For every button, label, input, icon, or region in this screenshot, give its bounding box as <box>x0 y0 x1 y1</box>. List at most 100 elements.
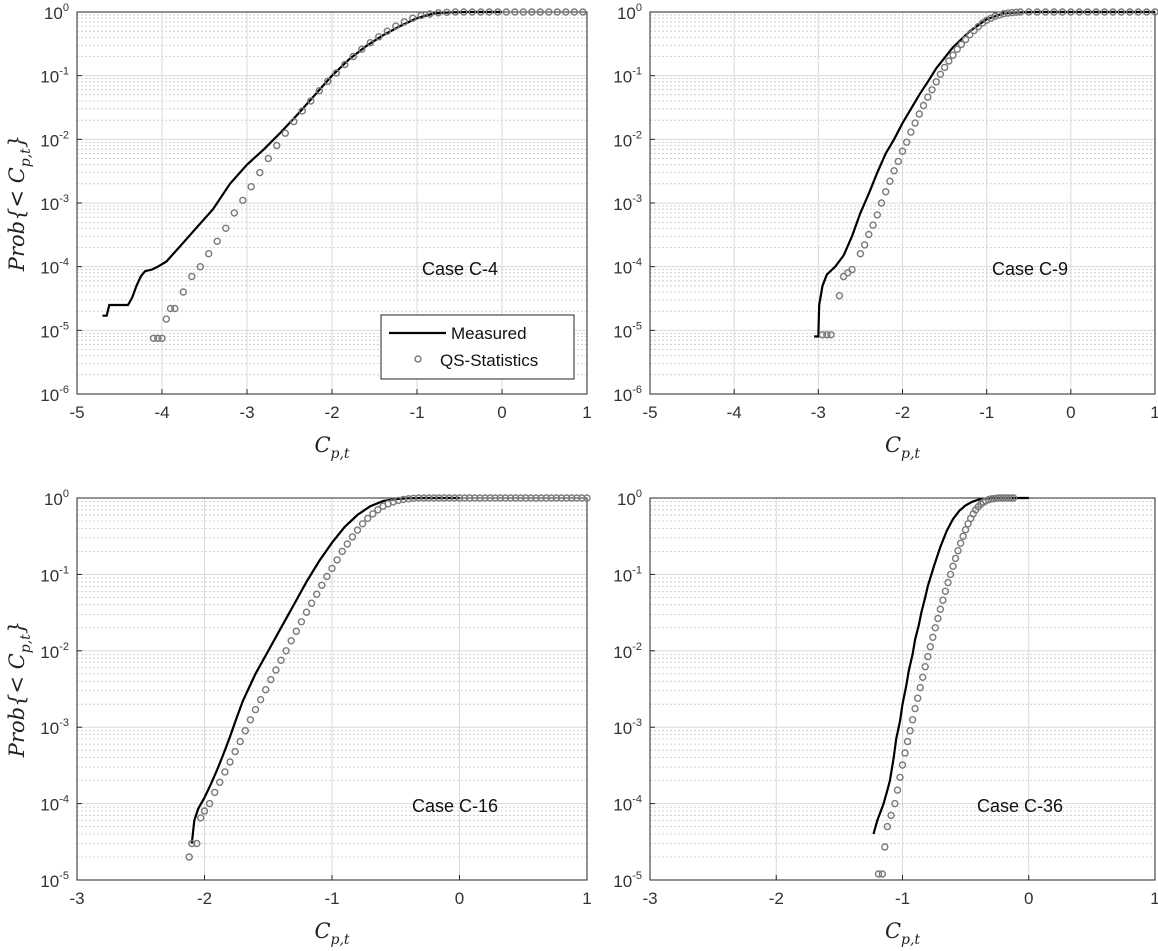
series-marker-qs-statistics <box>1004 9 1012 17</box>
case-annotation: Case C-4 <box>422 259 498 279</box>
series-marker-qs-statistics <box>919 673 927 681</box>
y-tick-label: 10-1 <box>613 564 642 585</box>
series-marker-qs-statistics <box>886 177 894 185</box>
series-marker-qs-statistics <box>287 637 295 645</box>
x-tick-label: 1 <box>1150 889 1158 908</box>
series-marker-qs-statistics <box>277 656 285 664</box>
series-marker-qs-statistics <box>193 839 201 848</box>
series-line-measured <box>190 496 460 844</box>
y-tick-label: 100 <box>617 488 642 509</box>
series-marker-qs-statistics <box>999 494 1008 502</box>
series-marker-qs-statistics <box>264 154 272 163</box>
series-marker-qs-statistics <box>297 618 306 626</box>
x-tick-label: 1 <box>582 889 591 908</box>
x-tick-label: -4 <box>727 403 742 422</box>
series-marker-qs-statistics <box>1009 494 1018 502</box>
series-marker-qs-statistics <box>430 494 438 502</box>
series-marker-qs-statistics <box>818 331 827 339</box>
series-marker-qs-statistics <box>517 494 525 502</box>
series-marker-qs-statistics <box>298 107 306 115</box>
series-marker-qs-statistics <box>532 494 540 502</box>
series-marker-qs-statistics <box>1008 8 1016 17</box>
x-tick-label: -1 <box>324 889 339 908</box>
y-tick-label: 10-3 <box>40 193 69 214</box>
series-marker-qs-statistics <box>511 494 520 502</box>
series-marker-qs-statistics <box>1067 8 1075 16</box>
series-marker-qs-statistics <box>878 870 886 878</box>
series-marker-qs-statistics <box>881 843 889 851</box>
case-annotation: Case C-16 <box>412 796 498 816</box>
series-marker-qs-statistics <box>519 8 527 16</box>
legend-box <box>380 314 575 380</box>
series-marker-qs-statistics <box>957 40 966 49</box>
y-tick-label: 10-4 <box>40 794 69 815</box>
series-marker-qs-statistics <box>375 33 383 41</box>
series-marker-qs-statistics <box>256 168 264 177</box>
series-marker-qs-statistics <box>425 494 433 502</box>
series-marker-qs-statistics <box>417 11 425 20</box>
series-marker-qs-statistics <box>945 57 953 65</box>
series-marker-qs-statistics <box>994 494 1003 502</box>
y-axis-label: Prob{< Cp,t} <box>5 135 34 272</box>
x-tick-label: -5 <box>642 403 657 422</box>
series-marker-qs-statistics <box>1002 494 1010 502</box>
series-marker-qs-statistics <box>1142 8 1151 16</box>
series-marker-qs-statistics <box>894 157 902 166</box>
y-tick-label: 10-6 <box>613 384 642 405</box>
series-marker-qs-statistics <box>445 494 453 502</box>
series-marker-qs-statistics <box>970 26 978 35</box>
plot-case-c9: -5 -4 -3 -2 -1 0 1 10-6 10-5 10-4 10-3 10-2 10-1 100 C… <box>613 2 1158 462</box>
series-marker-qs-statistics <box>883 822 892 831</box>
series-marker-qs-statistics <box>890 167 898 175</box>
x-tick-label: 0 <box>1066 403 1075 422</box>
series-marker-qs-statistics <box>273 141 281 150</box>
series-marker-qs-statistics <box>896 773 904 782</box>
x-axis-label: Cp,t <box>314 919 349 948</box>
series-marker-qs-statistics <box>823 331 831 339</box>
series-marker-qs-statistics <box>302 608 311 616</box>
series-marker-qs-statistics <box>1012 8 1020 17</box>
series-marker-qs-statistics <box>562 494 571 502</box>
series-marker-qs-statistics <box>949 562 957 570</box>
series-marker-qs-statistics <box>527 494 535 502</box>
series-marker-qs-statistics <box>241 727 250 735</box>
x-axis-label: Cp,t <box>885 919 920 948</box>
series-marker-qs-statistics <box>364 514 372 523</box>
series-marker-qs-statistics <box>992 494 1000 502</box>
series-marker-qs-statistics <box>995 11 1003 19</box>
plot-case-c36: -3 -2 -1 0 1 10-5 10-4 10-3 10-2 10-1 100 Case C-36… <box>613 488 1158 948</box>
series-marker-qs-statistics <box>827 331 835 339</box>
series-line-measured <box>814 10 1155 338</box>
legend: Measured QS-Statistics <box>380 314 575 380</box>
series-marker-qs-statistics <box>358 45 366 53</box>
series-marker-qs-statistics <box>956 539 965 547</box>
series-marker-qs-statistics <box>528 8 536 16</box>
legend-marker-swatch <box>414 355 422 363</box>
y-tick-label: 10-5 <box>613 870 642 891</box>
series-marker-qs-statistics <box>400 18 408 26</box>
series-marker-qs-statistics <box>891 799 899 808</box>
series-marker-qs-statistics <box>921 663 929 671</box>
series-marker-qs-statistics <box>919 101 928 110</box>
series-marker-qs-statistics <box>341 60 349 69</box>
series-marker-qs-statistics <box>522 494 530 502</box>
series-marker-qs-statistics <box>1004 494 1013 502</box>
series-marker-qs-statistics <box>929 633 937 641</box>
y-tick-label: 10-5 <box>613 320 642 341</box>
series-marker-qs-statistics <box>154 334 162 342</box>
series-marker-qs-statistics <box>932 78 940 86</box>
series-marker-qs-statistics <box>865 230 873 239</box>
series-marker-qs-statistics <box>338 547 346 556</box>
series-marker-qs-statistics <box>924 93 932 101</box>
series-marker-qs-statistics <box>557 494 566 502</box>
series-marker-qs-statistics <box>931 624 939 632</box>
series-marker-qs-statistics <box>915 110 923 118</box>
series-marker-qs-statistics <box>1134 8 1142 16</box>
series-marker-qs-statistics <box>511 8 519 16</box>
series-marker-qs-statistics <box>835 292 844 300</box>
series-marker-qs-statistics <box>318 581 326 589</box>
series-marker-qs-statistics <box>307 97 315 105</box>
series-marker-qs-statistics <box>481 494 489 502</box>
case-annotation: Case C-36 <box>977 796 1063 816</box>
series-marker-qs-statistics <box>332 69 340 77</box>
